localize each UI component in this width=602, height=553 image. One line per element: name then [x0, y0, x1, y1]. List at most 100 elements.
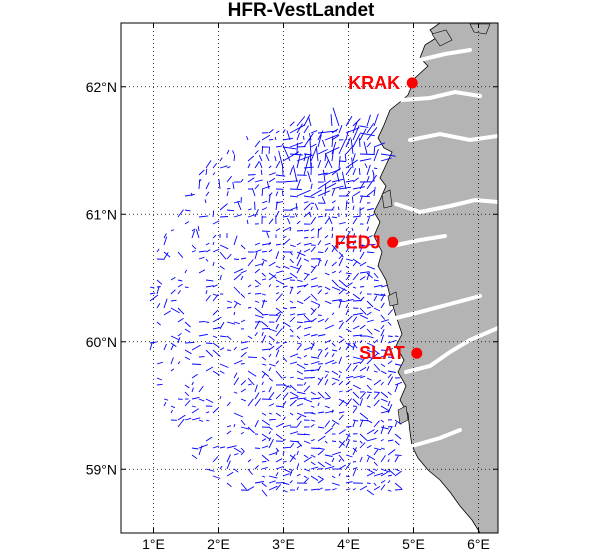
current-vector: [373, 482, 377, 486]
current-vector: [240, 341, 249, 344]
current-vector: [296, 290, 301, 295]
current-vector: [268, 274, 277, 281]
current-vector: [219, 265, 225, 270]
current-vector: [394, 440, 400, 446]
current-vector: [261, 412, 267, 416]
current-vector: [296, 300, 304, 305]
y-tick-label: 62°N: [86, 79, 117, 95]
current-vector: [359, 158, 372, 162]
current-vector: [156, 303, 161, 309]
current-vector: [366, 174, 377, 190]
current-vector: [373, 486, 381, 491]
current-vector: [240, 257, 247, 260]
current-vector: [232, 150, 235, 155]
current-vector: [268, 392, 275, 400]
current-vector: [275, 210, 280, 218]
current-vector: [156, 321, 161, 326]
current-vector: [387, 474, 392, 477]
current-vector: [226, 445, 237, 449]
current-vector: [289, 470, 293, 477]
current-vector: [303, 195, 315, 199]
current-vector: [359, 433, 368, 441]
current-vector: [380, 334, 384, 344]
current-vector: [317, 148, 328, 155]
current-vector: [345, 298, 354, 302]
current-vector: [240, 431, 244, 435]
current-vector: [324, 213, 327, 218]
station-marker-slat: [411, 347, 423, 359]
current-vector: [310, 143, 317, 148]
current-vector: [233, 359, 243, 365]
current-vector: [303, 258, 310, 262]
current-vector: [163, 298, 168, 309]
current-vector: [359, 125, 369, 128]
current-vector: [366, 214, 375, 218]
current-vector: [268, 412, 272, 415]
current-vector: [303, 236, 309, 239]
current-vector: [275, 344, 283, 351]
current-vector: [310, 412, 316, 415]
land-area: [373, 23, 498, 533]
current-vector: [261, 293, 266, 296]
current-vector: [394, 470, 402, 477]
current-vector: [275, 265, 281, 269]
current-vector: [268, 480, 276, 484]
current-vector: [352, 293, 361, 300]
current-vector: [240, 450, 245, 456]
current-vector: [331, 370, 339, 376]
current-vector: [366, 114, 371, 127]
current-vector: [352, 186, 366, 190]
current-vector: [296, 153, 301, 169]
current-vector: [240, 270, 247, 274]
current-vector: [345, 380, 351, 386]
current-vector: [366, 419, 373, 424]
current-vector: [338, 473, 341, 477]
current-vector: [254, 268, 260, 274]
current-vector: [296, 242, 301, 246]
current-vector: [303, 468, 310, 472]
current-vector: [310, 423, 315, 428]
current-vector: [268, 353, 272, 358]
current-vector: [324, 352, 329, 358]
current-vector: [254, 160, 260, 169]
current-vector: [394, 335, 399, 337]
current-vector: [352, 177, 359, 183]
current-vector: [282, 473, 290, 477]
current-vector: [359, 271, 370, 274]
current-vector: [247, 163, 251, 169]
current-vector: [191, 244, 197, 250]
current-vector: [373, 399, 380, 407]
current-vector: [268, 426, 273, 431]
current-vector: [352, 365, 358, 372]
current-vector: [345, 274, 351, 281]
current-vector: [317, 318, 324, 323]
current-vector: [380, 157, 392, 162]
current-vector: [324, 324, 335, 330]
current-vector: [198, 444, 208, 449]
current-vector: [387, 425, 393, 435]
current-vector: [275, 405, 284, 408]
current-vector: [275, 307, 284, 314]
current-vector: [310, 202, 315, 204]
current-vector: [296, 257, 302, 267]
current-vector: [359, 324, 366, 330]
current-vector: [380, 153, 396, 157]
current-vector: [261, 261, 265, 267]
current-vector: [177, 337, 181, 344]
current-vector: [282, 325, 285, 330]
current-vector: [268, 403, 275, 407]
current-vector: [352, 325, 360, 330]
current-vector: [240, 419, 246, 426]
current-vector: [268, 241, 271, 246]
current-vector: [268, 438, 274, 449]
current-vector: [345, 191, 351, 197]
current-vector: [212, 261, 215, 267]
current-vector: [380, 381, 384, 386]
current-vector: [177, 414, 186, 421]
current-vector: [373, 295, 378, 302]
current-vector: [373, 307, 381, 312]
current-vector: [387, 376, 394, 386]
current-vector: [205, 349, 214, 358]
current-vector: [324, 359, 335, 365]
current-vector: [163, 398, 169, 401]
